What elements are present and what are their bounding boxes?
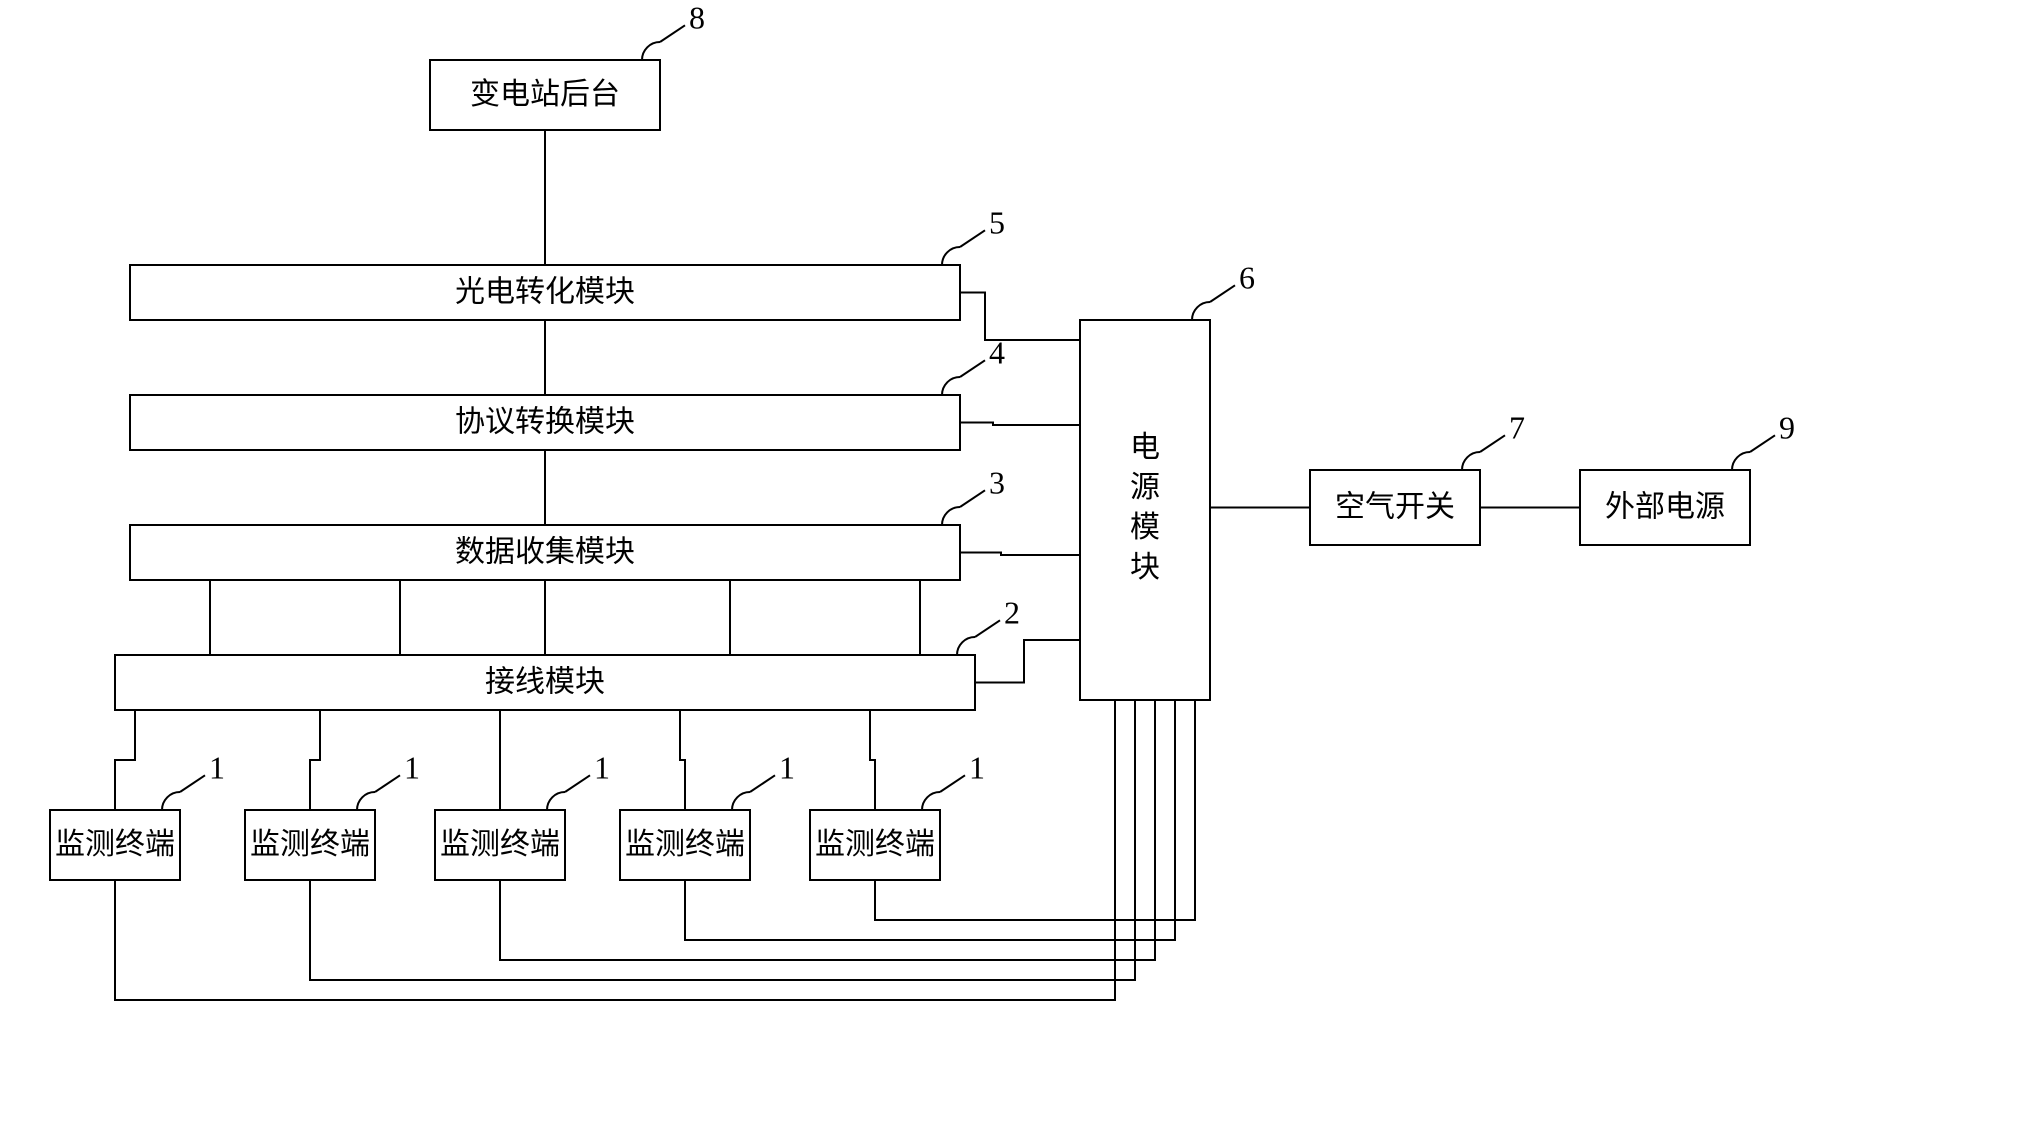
callout-arc [942, 377, 960, 395]
callout-number: 6 [1239, 260, 1255, 296]
callout-lead [960, 490, 985, 507]
callout-lead [750, 775, 775, 792]
wiring-box-label: 接线模块 [485, 665, 605, 698]
terminal-box-1-label: 监测终端 [250, 828, 370, 861]
link-wiring-term-4 [870, 710, 875, 810]
callout-number: 1 [779, 750, 795, 786]
callout-arc [547, 792, 565, 810]
callout-arc [922, 792, 940, 810]
power-label-char: 源 [1130, 471, 1160, 504]
power-label-char: 模 [1130, 511, 1160, 544]
air-box-label: 空气开关 [1335, 490, 1455, 523]
callout-lead [375, 775, 400, 792]
power-tap-opto [960, 293, 1080, 341]
callout-arc [162, 792, 180, 810]
callout-lead [565, 775, 590, 792]
collect-box-label: 数据收集模块 [455, 535, 635, 568]
callout-arc [942, 247, 960, 265]
callout-lead [940, 775, 965, 792]
callout-arc [957, 637, 975, 655]
callout-number: 2 [1004, 595, 1020, 631]
power-tap-wiring [975, 640, 1080, 683]
callout-number: 7 [1509, 410, 1525, 446]
link-wiring-term-1 [310, 710, 320, 810]
power-tap-protocol [960, 423, 1080, 426]
callout-lead [1210, 285, 1235, 302]
callout-lead [660, 25, 685, 42]
callout-arc [642, 42, 660, 60]
terminal-box-3-label: 监测终端 [625, 828, 745, 861]
ext-box-label: 外部电源 [1605, 490, 1725, 523]
callout-number: 8 [689, 0, 705, 36]
callout-lead [1750, 435, 1775, 452]
protocol-box-label: 协议转换模块 [455, 405, 635, 438]
callout-arc [942, 507, 960, 525]
power-label-char: 块 [1130, 551, 1160, 584]
station-box-label: 变电站后台 [470, 78, 620, 111]
callout-number: 5 [989, 205, 1005, 241]
callout-number: 1 [969, 750, 985, 786]
callout-arc [1462, 452, 1480, 470]
callout-lead [960, 230, 985, 247]
terminal-box-4-label: 监测终端 [815, 828, 935, 861]
opto-box-label: 光电转化模块 [455, 275, 635, 308]
power-tap-collect [960, 553, 1080, 556]
callout-number: 3 [989, 465, 1005, 501]
callout-arc [732, 792, 750, 810]
terminal-box-0-label: 监测终端 [55, 828, 175, 861]
callout-number: 1 [209, 750, 225, 786]
callout-number: 1 [594, 750, 610, 786]
callout-lead [1480, 435, 1505, 452]
terminal-box-2-label: 监测终端 [440, 828, 560, 861]
callout-number: 1 [404, 750, 420, 786]
link-wiring-term-3 [680, 710, 685, 810]
callout-arc [1732, 452, 1750, 470]
callout-number: 9 [1779, 410, 1795, 446]
callout-lead [975, 620, 1000, 637]
callout-arc [357, 792, 375, 810]
callout-lead [960, 360, 985, 377]
power-label-char: 电 [1130, 431, 1160, 464]
link-wiring-term-0 [115, 710, 135, 810]
callout-arc [1192, 302, 1210, 320]
callout-lead [180, 775, 205, 792]
